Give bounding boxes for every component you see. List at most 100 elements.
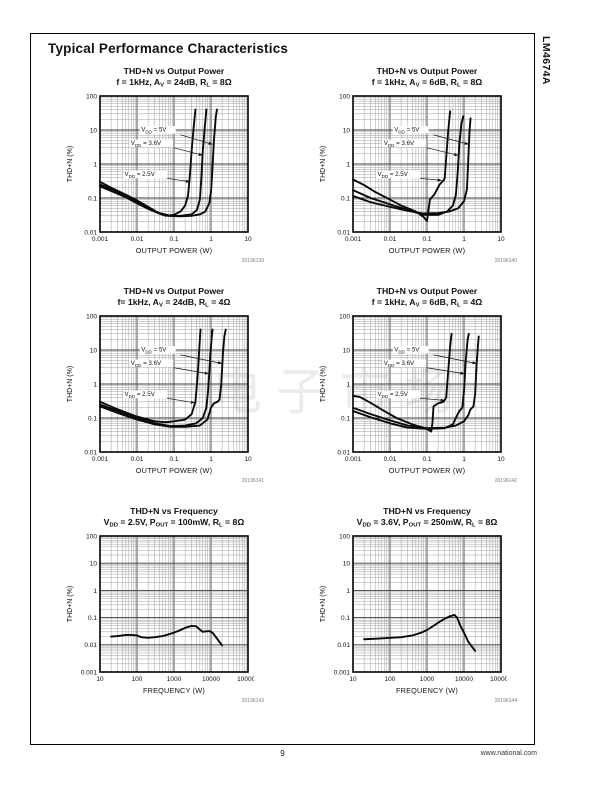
svg-text:VDD = 2.5V: VDD = 2.5V bbox=[125, 171, 156, 179]
chart-subtitle: f = 1kHz, AV = 6dB, RL = 8Ω bbox=[371, 77, 483, 89]
svg-text:10: 10 bbox=[343, 128, 351, 135]
svg-text:1: 1 bbox=[93, 588, 97, 595]
chart-thd-vs-power-24db-4ohm: THD+N vs Output Power f= 1kHz, AV = 24dB… bbox=[56, 284, 292, 504]
svg-text:1: 1 bbox=[462, 456, 466, 463]
annotation-vdd-3-6v: VDD = 3.6V bbox=[382, 359, 465, 376]
chart-subtitle: VDD = 2.5V, POUT = 100mW, RL = 8Ω bbox=[103, 517, 245, 529]
svg-text:1000: 1000 bbox=[420, 676, 435, 683]
svg-text:10: 10 bbox=[244, 236, 252, 243]
tick-labels: 10 100 1000 10000 100000 100 10 1 0.1 0.01 0.001 bbox=[81, 534, 254, 684]
chart-thd-vs-frequency-2v5: THD+N vs Frequency VDD = 2.5V, POUT = 10… bbox=[56, 504, 292, 724]
svg-text:100: 100 bbox=[339, 314, 350, 321]
svg-text:VDD = 2.5V: VDD = 2.5V bbox=[125, 391, 156, 399]
svg-text:0.01: 0.01 bbox=[84, 450, 97, 457]
svg-text:0.1: 0.1 bbox=[169, 456, 178, 463]
chart-title: THD+N vs Output Power bbox=[123, 286, 225, 296]
grid bbox=[352, 95, 502, 233]
svg-text:0.01: 0.01 bbox=[384, 456, 397, 463]
x-axis-label: OUTPUT POWER (W) bbox=[388, 466, 466, 476]
x-axis-label: OUTPUT POWER (W) bbox=[135, 466, 213, 476]
plot-area: 10 100 1000 10000 100000 100 10 1 0.1 0.01 0.001 TH… bbox=[67, 534, 254, 684]
svg-text:VDD = 2.5V: VDD = 2.5V bbox=[378, 391, 409, 399]
svg-text:VDD = 5V: VDD = 5V bbox=[141, 347, 167, 355]
svg-text:0.1: 0.1 bbox=[422, 456, 431, 463]
svg-text:1: 1 bbox=[346, 162, 350, 169]
svg-text:10: 10 bbox=[90, 128, 98, 135]
svg-text:0.01: 0.01 bbox=[84, 643, 97, 650]
svg-text:0.1: 0.1 bbox=[169, 236, 178, 243]
curve-vdd-5v bbox=[352, 335, 480, 430]
svg-text:100: 100 bbox=[132, 676, 143, 683]
chart-title: THD+N vs Output Power bbox=[123, 66, 225, 76]
svg-text:100000: 100000 bbox=[237, 676, 254, 683]
svg-text:100: 100 bbox=[86, 314, 97, 321]
annotation-vdd-2-5v: VDD = 2.5V bbox=[123, 170, 191, 184]
chart-title: THD+N vs Frequency bbox=[130, 506, 218, 516]
svg-text:10: 10 bbox=[90, 561, 98, 568]
x-axis-label: FREQUENCY (W) bbox=[395, 686, 459, 696]
chart-thd-vs-power-6db-4ohm: THD+N vs Output Power f = 1kHz, AV = 6dB… bbox=[309, 284, 545, 504]
x-axis-label: FREQUENCY (W) bbox=[142, 686, 206, 696]
website-link[interactable]: www.national.com bbox=[480, 750, 537, 757]
grid bbox=[99, 315, 249, 453]
svg-text:0.001: 0.001 bbox=[345, 456, 362, 463]
curve-vdd-5v bbox=[99, 108, 218, 218]
svg-text:0.1: 0.1 bbox=[422, 236, 431, 243]
svg-text:10000: 10000 bbox=[202, 676, 220, 683]
annotation-vdd-5v: VDD = 5V bbox=[392, 346, 477, 365]
grid bbox=[352, 535, 502, 673]
svg-text:1: 1 bbox=[93, 162, 97, 169]
svg-text:1: 1 bbox=[346, 588, 350, 595]
curve-vdd-3-6v bbox=[99, 328, 214, 428]
svg-text:0.01: 0.01 bbox=[337, 450, 350, 457]
curve-vdd-2-5v bbox=[99, 328, 202, 424]
chart-subtitle: f = 1kHz, AV = 24dB, RL = 8Ω bbox=[116, 77, 232, 89]
svg-text:0.01: 0.01 bbox=[337, 643, 350, 650]
svg-text:1: 1 bbox=[462, 236, 466, 243]
svg-text:100: 100 bbox=[339, 534, 350, 541]
svg-text:0.1: 0.1 bbox=[341, 196, 350, 203]
page-title: Typical Performance Characteristics bbox=[48, 41, 289, 56]
curve-vdd-2-5v bbox=[352, 333, 453, 433]
chart-thd-vs-power-6db-8ohm: THD+N vs Output Power f = 1kHz, AV = 6dB… bbox=[309, 64, 545, 284]
svg-text:0.001: 0.001 bbox=[334, 670, 351, 677]
annotation-vdd-5v: VDD = 5V bbox=[139, 346, 223, 365]
svg-text:0.01: 0.01 bbox=[384, 236, 397, 243]
svg-text:10: 10 bbox=[497, 456, 505, 463]
svg-text:0.001: 0.001 bbox=[345, 236, 362, 243]
svg-text:1: 1 bbox=[93, 382, 97, 389]
plot-border bbox=[352, 535, 502, 674]
svg-text:10000: 10000 bbox=[455, 676, 473, 683]
grid bbox=[99, 535, 249, 673]
chart-thd-vs-power-24db-8ohm: THD+N vs Output Power f = 1kHz, AV = 24d… bbox=[56, 64, 292, 284]
svg-text:100000: 100000 bbox=[490, 676, 507, 683]
plot-area: 10 100 1000 10000 100000 100 10 1 0.1 0.01 0.001 TH… bbox=[320, 534, 507, 684]
plot-border bbox=[352, 95, 502, 234]
svg-text:0.1: 0.1 bbox=[341, 416, 350, 423]
svg-text:VDD = 5V: VDD = 5V bbox=[394, 127, 420, 135]
svg-text:10: 10 bbox=[343, 348, 351, 355]
chart-title: THD+N vs Frequency bbox=[383, 506, 471, 516]
svg-text:0.01: 0.01 bbox=[131, 456, 144, 463]
annotation-vdd-3-6v: VDD = 3.6V bbox=[129, 139, 203, 157]
figure-id: 20196140 bbox=[494, 258, 517, 265]
x-axis-label: OUTPUT POWER (W) bbox=[388, 246, 466, 256]
svg-text:0.001: 0.001 bbox=[81, 670, 98, 677]
svg-text:1: 1 bbox=[346, 382, 350, 389]
page-number: 9 bbox=[280, 749, 285, 758]
figure-id: 20196143 bbox=[241, 698, 264, 705]
annotation-vdd-2-5v: VDD = 2.5V bbox=[123, 390, 196, 405]
y-axis-label: THD+N (%) bbox=[67, 366, 74, 402]
curve-vdd-3-6v bbox=[352, 115, 465, 217]
annotation-vdd-3-6v: VDD = 3.6V bbox=[382, 139, 459, 157]
curve-vdd-3-6v bbox=[99, 108, 208, 218]
figure-id: 20196144 bbox=[494, 698, 517, 705]
y-axis-label: THD+N (%) bbox=[320, 586, 327, 622]
plot-border bbox=[99, 315, 249, 454]
plot-border bbox=[352, 315, 502, 454]
